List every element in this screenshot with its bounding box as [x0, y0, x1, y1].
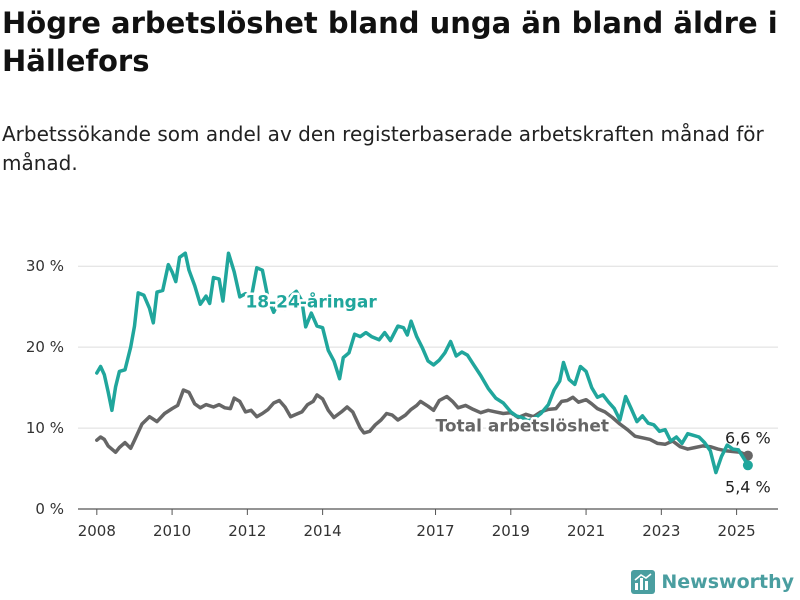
- series-labels: 18-24-åringar Total arbetslöshet 6,6 % 5,4 …: [243, 288, 771, 496]
- x-tick-label: 2019: [492, 522, 530, 540]
- brand-name: Newsworthy: [661, 571, 794, 593]
- x-tick-label: 2017: [416, 522, 454, 540]
- x-tick-label: 2010: [153, 522, 191, 540]
- y-tick-label: 30 %: [26, 257, 64, 275]
- series-label-total: Total arbetslöshet: [436, 416, 610, 436]
- series-line-youth-end-dot: [742, 460, 753, 471]
- chart-title: Högre arbetslöshet bland unga än bland ä…: [2, 6, 778, 78]
- y-tick-label: 10 %: [26, 419, 64, 437]
- y-tick-label: 20 %: [26, 338, 64, 356]
- y-tick-label: 0 %: [35, 500, 64, 518]
- series-line-total: [95, 388, 750, 458]
- series-lines: [95, 251, 753, 475]
- y-axis-ticks: 0 % 10 % 20 % 30 %: [26, 257, 64, 518]
- end-label-youth: 5,4 %: [725, 477, 771, 496]
- end-label-total: 6,6 %: [725, 429, 771, 448]
- x-tick-label: 2014: [304, 522, 342, 540]
- x-tick-label: 2021: [567, 522, 605, 540]
- series-line-youth: [95, 251, 750, 475]
- x-tick-label: 2023: [642, 522, 680, 540]
- grid-lines: [78, 265, 778, 510]
- chart-subtitle: Arbetssökande som andel av den registerb…: [2, 122, 764, 175]
- x-axis-ticks: 2008 2010 2012 2014 2017 2019 2021 2023 2025: [78, 509, 756, 540]
- x-tick-label: 2012: [228, 522, 266, 540]
- x-tick-label: 2025: [718, 522, 756, 540]
- newsworthy-brand: Newsworthy: [631, 570, 794, 594]
- newsworthy-logo-icon: [631, 570, 656, 594]
- series-label-youth: 18-24-åringar: [245, 290, 377, 312]
- x-tick-label: 2008: [78, 522, 116, 540]
